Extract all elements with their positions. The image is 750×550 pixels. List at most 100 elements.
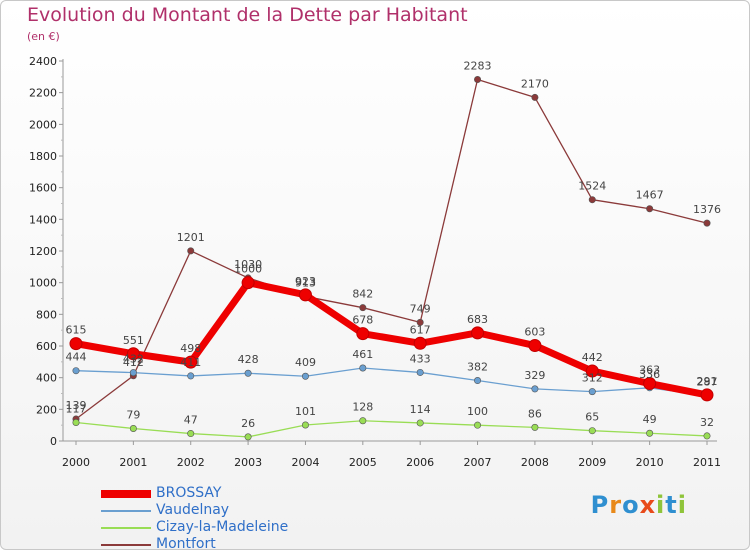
data-point	[298, 288, 312, 302]
legend-swatch	[101, 490, 151, 498]
y-tick-label: 2000	[29, 118, 57, 131]
data-point	[643, 377, 657, 391]
data-label: 65	[585, 411, 599, 424]
data-point	[474, 421, 482, 429]
y-tick-label: 2400	[29, 55, 57, 68]
logo-letter: r	[609, 491, 623, 519]
data-point	[588, 388, 596, 396]
data-point	[646, 429, 654, 437]
data-label: 1030	[234, 258, 262, 271]
legend: BROSSAY Vaudelnay Cizay-la-Madeleine Montfo…	[101, 485, 361, 550]
data-point	[301, 421, 309, 429]
data-point	[301, 372, 309, 380]
x-tick-label: 2010	[636, 456, 664, 469]
data-point	[187, 247, 195, 255]
data-point	[646, 205, 654, 213]
data-label: 428	[238, 353, 259, 366]
legend-item: Cizay-la-Madeleine	[101, 519, 361, 536]
data-label: 79	[126, 408, 140, 421]
data-label: 139	[66, 399, 87, 412]
data-label: 114	[410, 403, 431, 416]
data-label: 100	[467, 405, 488, 418]
data-point	[703, 219, 711, 227]
data-point	[69, 337, 83, 351]
x-tick-label: 2011	[693, 456, 721, 469]
data-label: 615	[66, 324, 87, 337]
y-tick-label: 1000	[29, 277, 57, 290]
legend-label: Montfort	[156, 536, 216, 550]
data-point	[474, 76, 482, 84]
data-point	[187, 430, 195, 438]
data-label: 678	[352, 314, 373, 327]
data-label: 617	[410, 323, 431, 336]
x-tick-label: 2009	[578, 456, 606, 469]
series-line-cizay-la-madeleine	[75, 420, 708, 438]
data-point	[588, 427, 596, 435]
y-tick-label: 1200	[29, 245, 57, 258]
y-tick-label: 800	[36, 308, 57, 321]
data-label: 1467	[636, 189, 664, 202]
legend-label: BROSSAY	[156, 485, 222, 501]
data-point	[184, 355, 198, 369]
data-label: 433	[410, 352, 431, 365]
data-label: 26	[241, 417, 255, 430]
data-label: 1201	[177, 231, 205, 244]
data-label: 329	[524, 369, 545, 382]
legend-swatch	[101, 510, 151, 512]
x-tick-label: 2008	[521, 456, 549, 469]
data-point	[129, 424, 137, 432]
data-label: 128	[352, 401, 373, 414]
data-point	[416, 318, 424, 326]
data-point	[241, 276, 255, 290]
axes: 0 200 400 600 800 1000 1200 1400 1600 1800 2000 220…	[29, 55, 721, 469]
data-point	[531, 423, 539, 431]
data-point	[413, 336, 427, 350]
x-tick-label: 2004	[291, 456, 319, 469]
y-tick-label: 400	[36, 372, 57, 385]
logo-letter: t	[665, 491, 678, 519]
data-label: 842	[352, 288, 373, 301]
legend-swatch	[101, 527, 151, 529]
data-point	[531, 385, 539, 393]
data-point	[585, 364, 599, 378]
data-label: 461	[352, 348, 373, 361]
legend-swatch	[101, 544, 151, 546]
y-tick-label: 0	[50, 435, 57, 448]
x-tick-label: 2006	[406, 456, 434, 469]
y-tick-label: 1400	[29, 213, 57, 226]
data-label: 47	[184, 414, 198, 427]
data-label: 363	[639, 364, 660, 377]
y-tick-label: 600	[36, 340, 57, 353]
data-label: 1524	[578, 180, 606, 193]
data-label: 117	[66, 402, 87, 415]
y-tick-label: 2200	[29, 87, 57, 100]
data-label: 411	[180, 356, 201, 369]
data-label: 412	[123, 356, 144, 369]
data-point	[416, 419, 424, 427]
data-point	[359, 364, 367, 372]
data-point	[72, 418, 80, 426]
y-tick-label: 1600	[29, 182, 57, 195]
data-point	[129, 369, 137, 377]
logo-letter: o	[622, 491, 640, 519]
data-point	[359, 417, 367, 425]
data-label: 336	[639, 368, 660, 381]
data-point	[700, 388, 714, 402]
logo-letter: i	[677, 491, 687, 519]
chart-title: Evolution du Montant de la Dette par Hab…	[27, 4, 468, 26]
data-label: 312	[582, 372, 603, 385]
data-point	[471, 326, 485, 340]
data-label: 923	[295, 275, 316, 288]
legend-item: BROSSAY	[101, 485, 361, 502]
data-label: 749	[410, 302, 431, 315]
data-label: 1376	[693, 203, 721, 216]
data-point	[126, 347, 140, 361]
data-point	[531, 93, 539, 101]
data-point	[528, 339, 542, 353]
data-point	[72, 367, 80, 375]
x-tick-label: 2007	[464, 456, 492, 469]
legend-item: Vaudelnay	[101, 502, 361, 519]
data-point	[187, 372, 195, 380]
